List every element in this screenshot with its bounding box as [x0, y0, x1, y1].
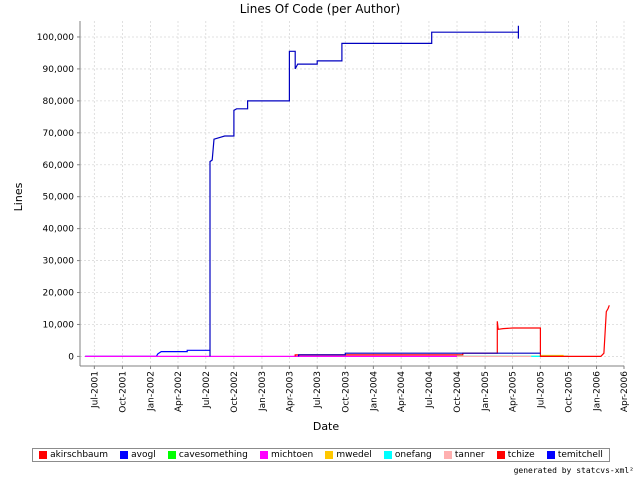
y-tick-label: 20,000: [43, 289, 75, 299]
x-axis-label: Date: [313, 420, 340, 433]
legend-item-akirschbaum: akirschbaum: [39, 450, 108, 460]
x-tick-label: Jan-2002: [147, 371, 157, 412]
legend: akirschbaum avogl cavesomething michtoen mwe…: [32, 448, 610, 462]
legend-item-cavesomething: cavesomething: [167, 450, 248, 460]
legend-item-mwedel: mwedel: [325, 450, 372, 460]
legend-swatch: [443, 451, 452, 459]
x-tick-label: Oct-2005: [564, 371, 574, 413]
legend-label: mwedel: [336, 450, 372, 460]
x-tick-label: Oct-2003: [341, 371, 351, 413]
x-tick-label: Jul-2002: [202, 371, 212, 409]
x-tick-label: Apr-2003: [285, 371, 295, 412]
y-tick-label: 90,000: [43, 65, 75, 75]
x-tick-label: Apr-2002: [174, 371, 184, 412]
y-axis: 0 10,000 20,000 30,000 40,000 50,000 60,000 70,…: [37, 21, 81, 366]
y-tick-label: 50,000: [43, 193, 75, 203]
legend-item-onefang: onefang: [383, 450, 432, 460]
y-tick-label: 40,000: [43, 225, 75, 235]
chart-title: Lines Of Code (per Author): [240, 2, 401, 16]
legend-swatch: [39, 451, 48, 459]
x-tick-label: Jan-2003: [258, 371, 268, 412]
x-tick-label: Apr-2004: [397, 371, 407, 412]
y-tick-label: 0: [68, 352, 74, 362]
y-tick-label: 30,000: [43, 257, 75, 267]
x-tick-label: Jul-2004: [425, 371, 435, 409]
y-tick-label: 100,000: [37, 33, 74, 43]
legend-item-michtoen: michtoen: [260, 450, 313, 460]
y-tick-label: 60,000: [43, 161, 75, 171]
legend-swatch: [260, 451, 268, 459]
series-line-temitchell: [298, 352, 541, 357]
y-tick-label: 70,000: [43, 129, 75, 139]
x-tick-label: Jul-2005: [536, 371, 546, 409]
x-tick-label: Jul-2001: [90, 371, 100, 409]
legend-label: akirschbaum: [50, 450, 109, 460]
x-tick-label: Jul-2003: [313, 371, 323, 409]
plot-background: [80, 21, 624, 366]
series-line-tchize: [294, 305, 610, 357]
legend-label: cavesomething: [178, 450, 248, 460]
legend-label: tchize: [507, 450, 535, 460]
series-layer: [85, 25, 610, 357]
legend-item-temitchell: temitchell: [546, 450, 603, 460]
y-tick-label: 10,000: [43, 320, 75, 330]
legend-label: michtoen: [271, 450, 314, 460]
legend-item-tanner: tanner: [443, 450, 485, 460]
legend-swatch: [546, 451, 555, 459]
x-tick-label: Jan-2005: [481, 371, 491, 412]
legend-swatch: [496, 451, 505, 459]
legend-item-tchize: tchize: [496, 450, 535, 460]
x-tick-label: Oct-2002: [230, 371, 240, 413]
footer-credit: generated by statcvs-xml²: [513, 466, 634, 475]
x-tick-label: Jan-2004: [369, 371, 379, 412]
x-tick-label: Jan-2006: [593, 371, 603, 412]
y-axis-label: Lines: [12, 182, 25, 211]
legend-swatch: [167, 451, 176, 459]
legend-swatch: [383, 451, 392, 459]
x-tick-label: Oct-2004: [453, 371, 463, 413]
legend-label: tanner: [454, 450, 485, 460]
x-tick-label: Oct-2001: [118, 371, 128, 413]
x-tick-label: Apr-2005: [509, 371, 519, 412]
x-axis: Jul-2001 Oct-2001 Jan-2002 Apr-2002 Jul-2002…: [80, 365, 630, 413]
legend-label: avogl: [131, 450, 156, 460]
legend-item-avogl: avogl: [120, 450, 156, 460]
y-tick-label: 80,000: [43, 97, 75, 107]
legend-label: onefang: [394, 450, 432, 460]
series-line-temitchell: [209, 25, 520, 357]
legend-swatch: [325, 451, 334, 459]
legend-swatch: [120, 451, 129, 459]
x-tick-label: Apr-2006: [620, 371, 630, 412]
grid: [80, 21, 625, 366]
legend-label: temitchell: [557, 450, 603, 460]
